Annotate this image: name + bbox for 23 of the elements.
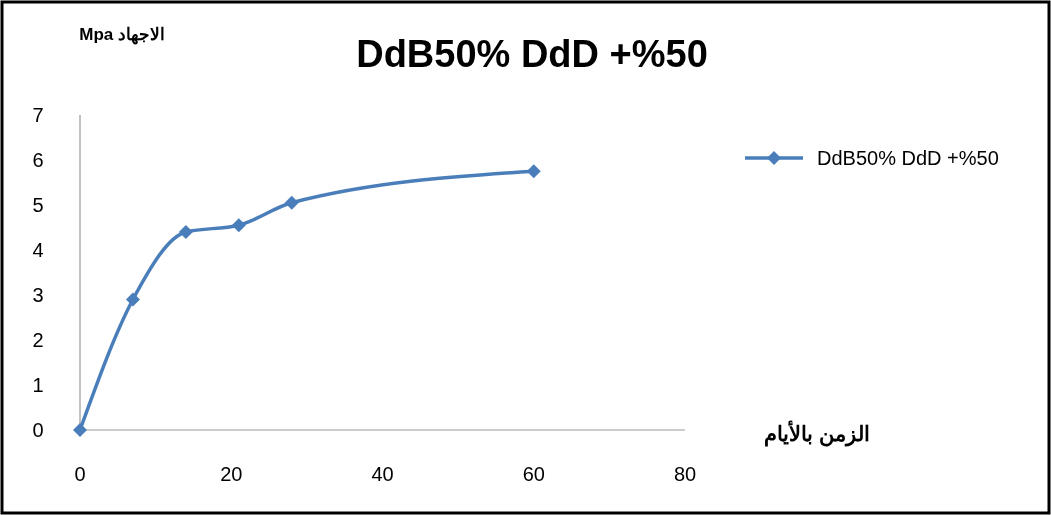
y-tick-label: 1 [32, 374, 44, 396]
x-axis-title: الزمن بالأيام [764, 420, 870, 447]
x-tick-label: 80 [673, 463, 697, 485]
y-tick-label: 0 [32, 419, 44, 441]
x-tick-label: 60 [522, 463, 545, 485]
y-axis-title: الاجهاد Mpa [79, 25, 165, 45]
y-tick-label: 6 [32, 149, 44, 171]
x-tick-label: 0 [74, 463, 86, 485]
x-tick-label: 20 [220, 463, 243, 485]
point [231, 218, 246, 233]
point [284, 195, 299, 210]
x-tick-label: 40 [371, 463, 394, 485]
point [73, 423, 87, 437]
point [526, 164, 541, 179]
y-tick-label: 4 [32, 239, 44, 261]
point [125, 292, 140, 307]
y-tick-label: 2 [32, 329, 44, 351]
y-tick-label: 3 [32, 284, 44, 306]
y-tick-label: 7 [32, 104, 44, 126]
legend-label: DdB50% DdD +%50 [817, 147, 999, 169]
point [178, 225, 193, 239]
y-tick-label: 5 [32, 194, 44, 216]
chart-title: DdB50% DdD +%50 [356, 33, 708, 75]
